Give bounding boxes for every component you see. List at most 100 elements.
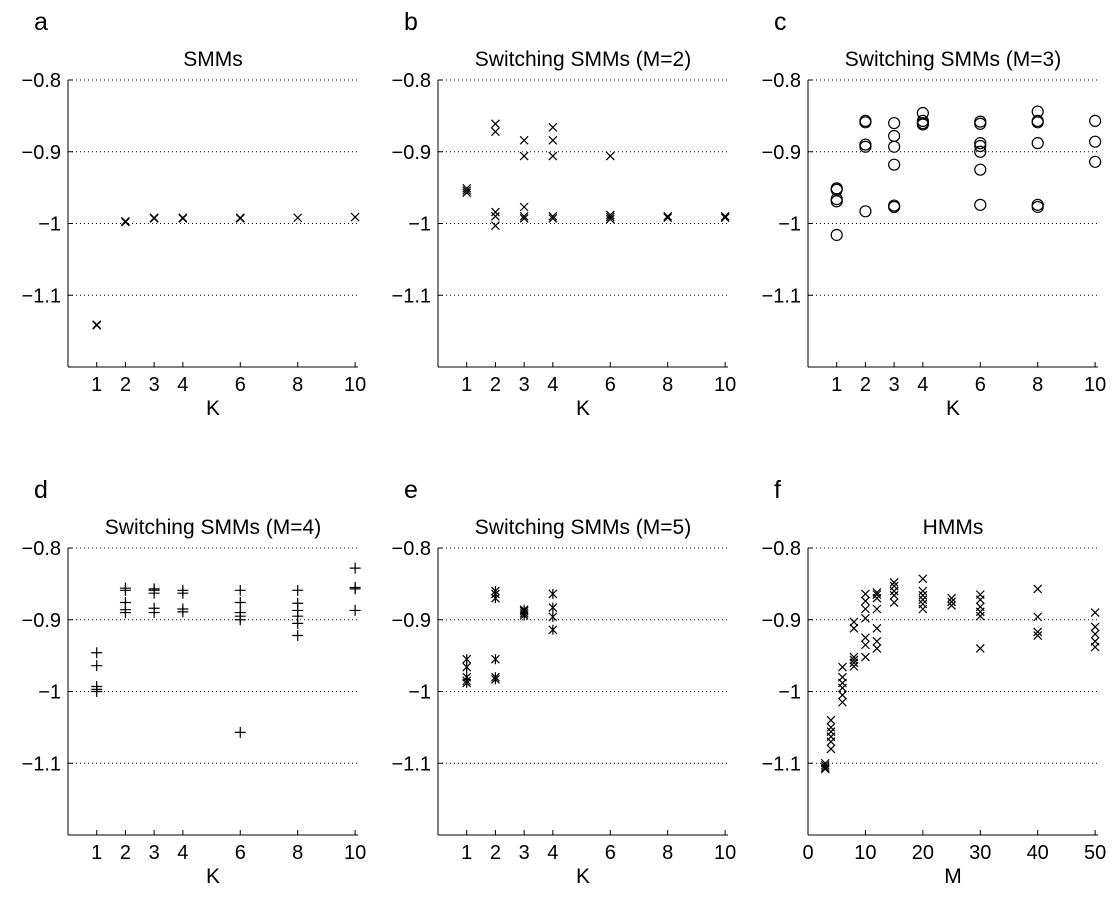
panel-b: b Switching SMMs (M=2) −0.8 −0.9 −1 −1.1 1 2 3 4 6… bbox=[392, 8, 737, 420]
data-point-marker bbox=[491, 119, 500, 129]
x-tick-label: 8 bbox=[292, 842, 303, 864]
x-tick-label: 3 bbox=[519, 374, 530, 396]
data-point-marker bbox=[947, 600, 956, 610]
y-tick-label: −1 bbox=[778, 682, 801, 704]
data-point-marker bbox=[826, 737, 836, 747]
data-point-marker bbox=[1090, 608, 1100, 617]
data-point-marker bbox=[519, 214, 529, 223]
data-point-marker bbox=[548, 135, 558, 145]
data-point-marker bbox=[838, 662, 847, 672]
x-tick-label: 10 bbox=[344, 842, 366, 864]
panel-letter: b bbox=[404, 8, 418, 36]
x-tick-label: 8 bbox=[662, 374, 673, 396]
data-point-marker bbox=[838, 697, 847, 707]
chart-title: Switching SMMs (M=4) bbox=[105, 516, 321, 539]
data-point-marker bbox=[292, 617, 304, 629]
data-point-marker bbox=[872, 604, 882, 614]
data-point-marker bbox=[918, 604, 928, 614]
data-point-marker bbox=[1033, 631, 1043, 640]
panel-f: f HMMs −0.8 −0.9 −1 −1.1 0 10 20 30 40 50 M bbox=[762, 476, 1107, 888]
chart-title: Switching SMMs (M=5) bbox=[475, 516, 691, 539]
data-point-marker bbox=[1031, 200, 1044, 214]
data-point-marker bbox=[872, 590, 882, 600]
data-point-marker bbox=[861, 640, 870, 650]
data-point-marker bbox=[861, 596, 870, 606]
panel-d: d Switching SMMs (M=4) −0.8 −0.9 −1 −1.1 1 2 3 4 6… bbox=[22, 476, 367, 888]
x-tick-label: 3 bbox=[149, 374, 160, 396]
y-tick-label: −1 bbox=[778, 214, 801, 236]
y-tick-label: −1.1 bbox=[22, 285, 61, 307]
data-point-marker bbox=[1033, 584, 1043, 594]
data-point-marker bbox=[292, 630, 304, 642]
data-point-marker bbox=[1090, 642, 1100, 652]
data-point-marker bbox=[820, 763, 830, 772]
data-point-marker bbox=[91, 660, 103, 672]
y-tick-label: −1 bbox=[38, 214, 61, 236]
x-tick-label: 4 bbox=[177, 842, 188, 864]
data-point-marker bbox=[177, 606, 189, 618]
x-tick-label: 8 bbox=[292, 374, 303, 396]
data-point-marker bbox=[234, 597, 246, 609]
data-point-marker bbox=[491, 221, 500, 231]
x-tick-label: 10 bbox=[854, 842, 876, 864]
data-point-marker bbox=[235, 214, 245, 223]
data-point-marker bbox=[849, 655, 859, 665]
data-point-marker bbox=[861, 633, 870, 643]
data-point-marker bbox=[491, 127, 500, 137]
data-point-marker bbox=[349, 604, 361, 616]
data-point-marker bbox=[861, 589, 870, 599]
y-tick-label: −0.8 bbox=[762, 70, 801, 92]
data-point-marker bbox=[349, 583, 361, 595]
data-point-marker bbox=[888, 116, 901, 130]
y-tick-label: −0.9 bbox=[22, 610, 61, 632]
data-point-marker bbox=[548, 122, 558, 132]
y-tick-label: −0.8 bbox=[22, 538, 61, 560]
data-point-marker bbox=[849, 661, 859, 671]
data-point-marker bbox=[548, 611, 558, 622]
x-axis-label: K bbox=[576, 397, 590, 420]
data-point-marker bbox=[889, 586, 899, 596]
x-axis-label: K bbox=[576, 865, 590, 888]
x-axis-label: M bbox=[944, 865, 962, 888]
x-tick-label: 10 bbox=[714, 842, 736, 864]
data-point-marker bbox=[234, 584, 246, 596]
data-point-marker bbox=[974, 117, 987, 130]
data-point-marker bbox=[888, 140, 901, 153]
y-tick-label: −0.8 bbox=[392, 538, 431, 560]
data-point-marker bbox=[349, 562, 361, 574]
y-tick-label: −1 bbox=[408, 682, 431, 704]
data-point-marker bbox=[91, 647, 103, 659]
panel-e: e Switching SMMs (M=5) −0.8 −0.9 −1 −1.1 1 2 3 4 6… bbox=[392, 476, 737, 888]
data-point-marker bbox=[1031, 137, 1044, 150]
data-point-marker bbox=[149, 214, 159, 223]
panel-letter: d bbox=[34, 476, 48, 504]
data-point-marker bbox=[974, 137, 987, 150]
panel-a: a SMMs −0.8 −0.9 −1 −1.1 1 2 3 4 6 8 10 K bbox=[22, 8, 367, 420]
x-axis-label: K bbox=[206, 865, 220, 888]
data-point-marker bbox=[975, 607, 985, 617]
x-tick-label: 10 bbox=[714, 374, 736, 396]
data-point-marker bbox=[859, 140, 872, 153]
data-point-marker bbox=[849, 617, 859, 627]
x-tick-label: 6 bbox=[975, 374, 986, 396]
chart-title: Switching SMMs (M=3) bbox=[845, 48, 1061, 71]
data-point-marker bbox=[975, 595, 985, 605]
data-series bbox=[91, 562, 361, 738]
data-point-marker bbox=[605, 212, 615, 222]
data-point-marker bbox=[916, 118, 929, 131]
y-tick-label: −1 bbox=[38, 682, 61, 704]
x-tick-label: 30 bbox=[969, 842, 991, 864]
chart-title: Switching SMMs (M=2) bbox=[475, 48, 691, 71]
y-tick-label: −1 bbox=[408, 214, 431, 236]
y-tick-label: −1.1 bbox=[22, 753, 61, 775]
data-point-marker bbox=[861, 604, 870, 614]
data-point-marker bbox=[491, 593, 500, 604]
data-point-marker bbox=[91, 686, 103, 697]
x-tick-label: 40 bbox=[1027, 842, 1049, 864]
data-point-marker bbox=[234, 726, 246, 738]
x-axis-label: K bbox=[206, 397, 220, 420]
data-series bbox=[830, 105, 1102, 242]
data-point-marker bbox=[519, 151, 529, 161]
data-point-marker bbox=[548, 588, 558, 599]
data-point-marker bbox=[605, 214, 615, 224]
